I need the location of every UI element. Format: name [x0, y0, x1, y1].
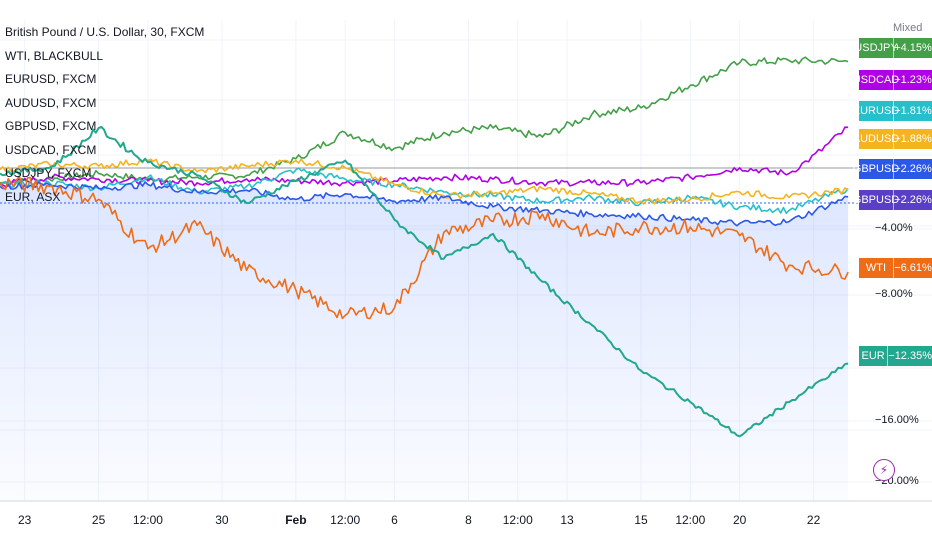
series-line-usdjpy — [0, 56, 849, 186]
series-badge-usdjpy: USDJPY +4.15% — [854, 38, 932, 58]
legend: British Pound / U.S. Dollar, 30, FXCM WT… — [5, 24, 204, 212]
y-tick-label: −4.00% — [875, 222, 913, 234]
series-badge-usdcad: USDCAD +1.23% — [853, 70, 932, 90]
x-tick-label: 6 — [391, 513, 398, 527]
legend-item[interactable]: EURUSD, FXCM — [5, 72, 97, 86]
series-badge-eur: EUR −12.35% — [859, 346, 932, 366]
badge-symbol: EURUSD — [853, 101, 899, 121]
time-scale[interactable]: 23 25 12:00 30 Feb 12:00 6 8 12:00 13 15 12:00 20 22 — [0, 513, 932, 533]
x-tick-label: 25 — [91, 513, 106, 527]
series-lines — [0, 56, 849, 438]
badge-percent: +1.23% — [894, 74, 932, 86]
badge-percent: −12.35% — [888, 350, 932, 362]
series-badge-gbpusd: GBPUSD −2.26% — [853, 190, 932, 210]
x-tick-label: 20 — [732, 513, 747, 527]
x-tick-label: 12:00 — [132, 513, 163, 527]
badge-symbol: WTI — [859, 258, 894, 278]
x-tick-label: 13 — [560, 513, 574, 527]
badge-percent: −2.26% — [894, 194, 932, 206]
x-tick-label: 23 — [17, 513, 32, 527]
x-tick-label: 12:00 — [330, 513, 361, 527]
x-tick-label: 30 — [215, 513, 229, 527]
badge-symbol: USDCAD — [853, 70, 899, 90]
badge-symbol: GBPUSD — [853, 190, 899, 210]
badge-percent: −1.88% — [894, 133, 932, 145]
series-badge-eurusd: EURUSD −1.81% — [853, 101, 932, 121]
series-badge-gbpusd: GBPUSD −2.26% — [853, 159, 932, 179]
main-series-area — [0, 182, 849, 500]
badge-symbol: USDJPY — [854, 38, 898, 58]
x-tick-label: 8 — [465, 513, 472, 527]
legend-item[interactable]: USDJPY, FXCM — [5, 166, 92, 180]
legend-item[interactable]: GBPUSD, FXCM — [5, 119, 97, 133]
x-tick-label: 12:00 — [675, 513, 706, 527]
x-tick-label: 12:00 — [502, 513, 533, 527]
legend-item[interactable]: WTI, BLACKBULL — [5, 48, 104, 63]
x-tick-label: 15 — [634, 513, 648, 527]
series-line-wti — [0, 175, 849, 320]
y-tick-label: −8.00% — [875, 288, 913, 300]
badge-percent: +4.15% — [894, 42, 932, 54]
legend-item[interactable]: AUDUSD, FXCM — [5, 95, 97, 110]
legend-item[interactable]: USDCAD, FXCM — [5, 142, 97, 157]
series-badge-wti: WTI −6.61% — [859, 258, 932, 278]
legend-main-symbol[interactable]: British Pound / U.S. Dollar, 30, FXCM — [5, 25, 205, 39]
series-line-eur — [0, 125, 849, 438]
badge-symbol: GBPUSD — [853, 159, 899, 179]
badge-percent: −6.61% — [894, 262, 932, 274]
x-tick-label: Feb — [285, 513, 307, 527]
badge-symbol: AUDUSD — [853, 129, 899, 149]
badge-percent: −1.81% — [894, 105, 932, 117]
y-tick-label: −16.00% — [875, 414, 919, 426]
lightning-icon[interactable]: ⚡ — [873, 459, 895, 481]
series-badge-audusd: AUDUSD −1.88% — [853, 129, 932, 149]
legend-item[interactable]: EUR, ASX — [5, 189, 61, 204]
x-tick-label: 22 — [806, 513, 821, 527]
badge-symbol: EUR — [859, 346, 889, 366]
series-line-gbpusd — [0, 181, 849, 227]
scale-mode-label[interactable]: Mixed — [893, 22, 923, 34]
badge-percent: −2.26% — [894, 163, 932, 175]
